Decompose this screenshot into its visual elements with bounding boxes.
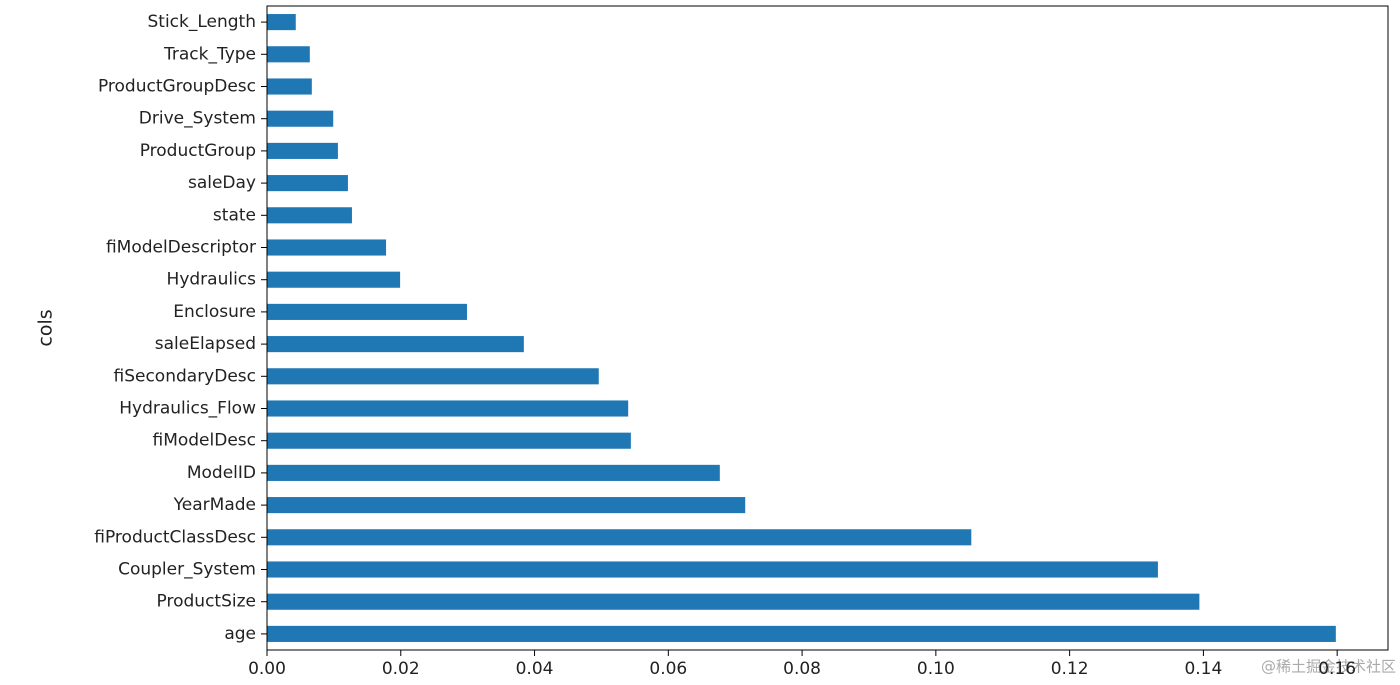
y-tick-label: fiModelDesc <box>152 431 256 451</box>
y-tick-label: Hydraulics_Flow <box>119 399 256 419</box>
y-tick-label: Hydraulics <box>167 270 257 290</box>
bar <box>267 207 352 224</box>
bar <box>267 368 599 385</box>
y-tick-label: saleElapsed <box>155 334 256 354</box>
y-tick-label: Stick_Length <box>147 12 256 32</box>
x-tick-label: 0.12 <box>1051 659 1089 679</box>
bar <box>267 464 720 481</box>
x-tick-label: 0.10 <box>917 659 955 679</box>
bar <box>267 561 1158 578</box>
x-tick-label: 0.02 <box>382 659 420 679</box>
y-tick-label: ProductGroup <box>140 141 256 161</box>
bar <box>267 593 1200 610</box>
bar <box>267 14 296 31</box>
y-tick-label: Enclosure <box>173 302 256 322</box>
y-tick-label: age <box>224 624 256 644</box>
y-tick-label: YearMade <box>173 495 256 515</box>
x-tick-label: 0.08 <box>783 659 821 679</box>
bar <box>267 400 629 417</box>
y-tick-label: saleDay <box>188 173 256 193</box>
x-tick-label: 0.16 <box>1318 659 1356 679</box>
bar <box>267 432 631 449</box>
y-tick-label: ProductGroupDesc <box>98 77 256 97</box>
bar <box>267 110 334 127</box>
y-tick-label: Coupler_System <box>118 560 256 580</box>
bar <box>267 46 310 63</box>
bar <box>267 142 338 159</box>
y-tick-label: fiSecondaryDesc <box>114 366 257 386</box>
y-tick-label: fiModelDescriptor <box>106 238 256 258</box>
y-tick-label: state <box>213 205 256 225</box>
bar <box>267 336 524 353</box>
x-tick-label: 0.14 <box>1184 659 1222 679</box>
bar <box>267 497 746 514</box>
bar <box>267 78 312 95</box>
bar <box>267 175 348 192</box>
bar <box>267 271 401 288</box>
y-tick-label: ProductSize <box>157 592 256 612</box>
y-tick-label: ModelID <box>187 463 256 483</box>
y-axis-label: cols <box>35 309 57 346</box>
bar <box>267 625 1336 642</box>
x-tick-label: 0.04 <box>516 659 554 679</box>
x-tick-label: 0.00 <box>248 659 286 679</box>
watermark: @稀土掘金技术社区 <box>1261 658 1396 676</box>
bar <box>267 529 972 546</box>
bar <box>267 303 467 320</box>
x-tick-label: 0.06 <box>649 659 687 679</box>
y-tick-label: fiProductClassDesc <box>94 527 256 547</box>
plot-frame <box>266 5 1389 651</box>
bar <box>267 239 387 256</box>
y-tick-label: Drive_System <box>139 109 256 129</box>
y-tick-label: Track_Type <box>163 44 256 64</box>
